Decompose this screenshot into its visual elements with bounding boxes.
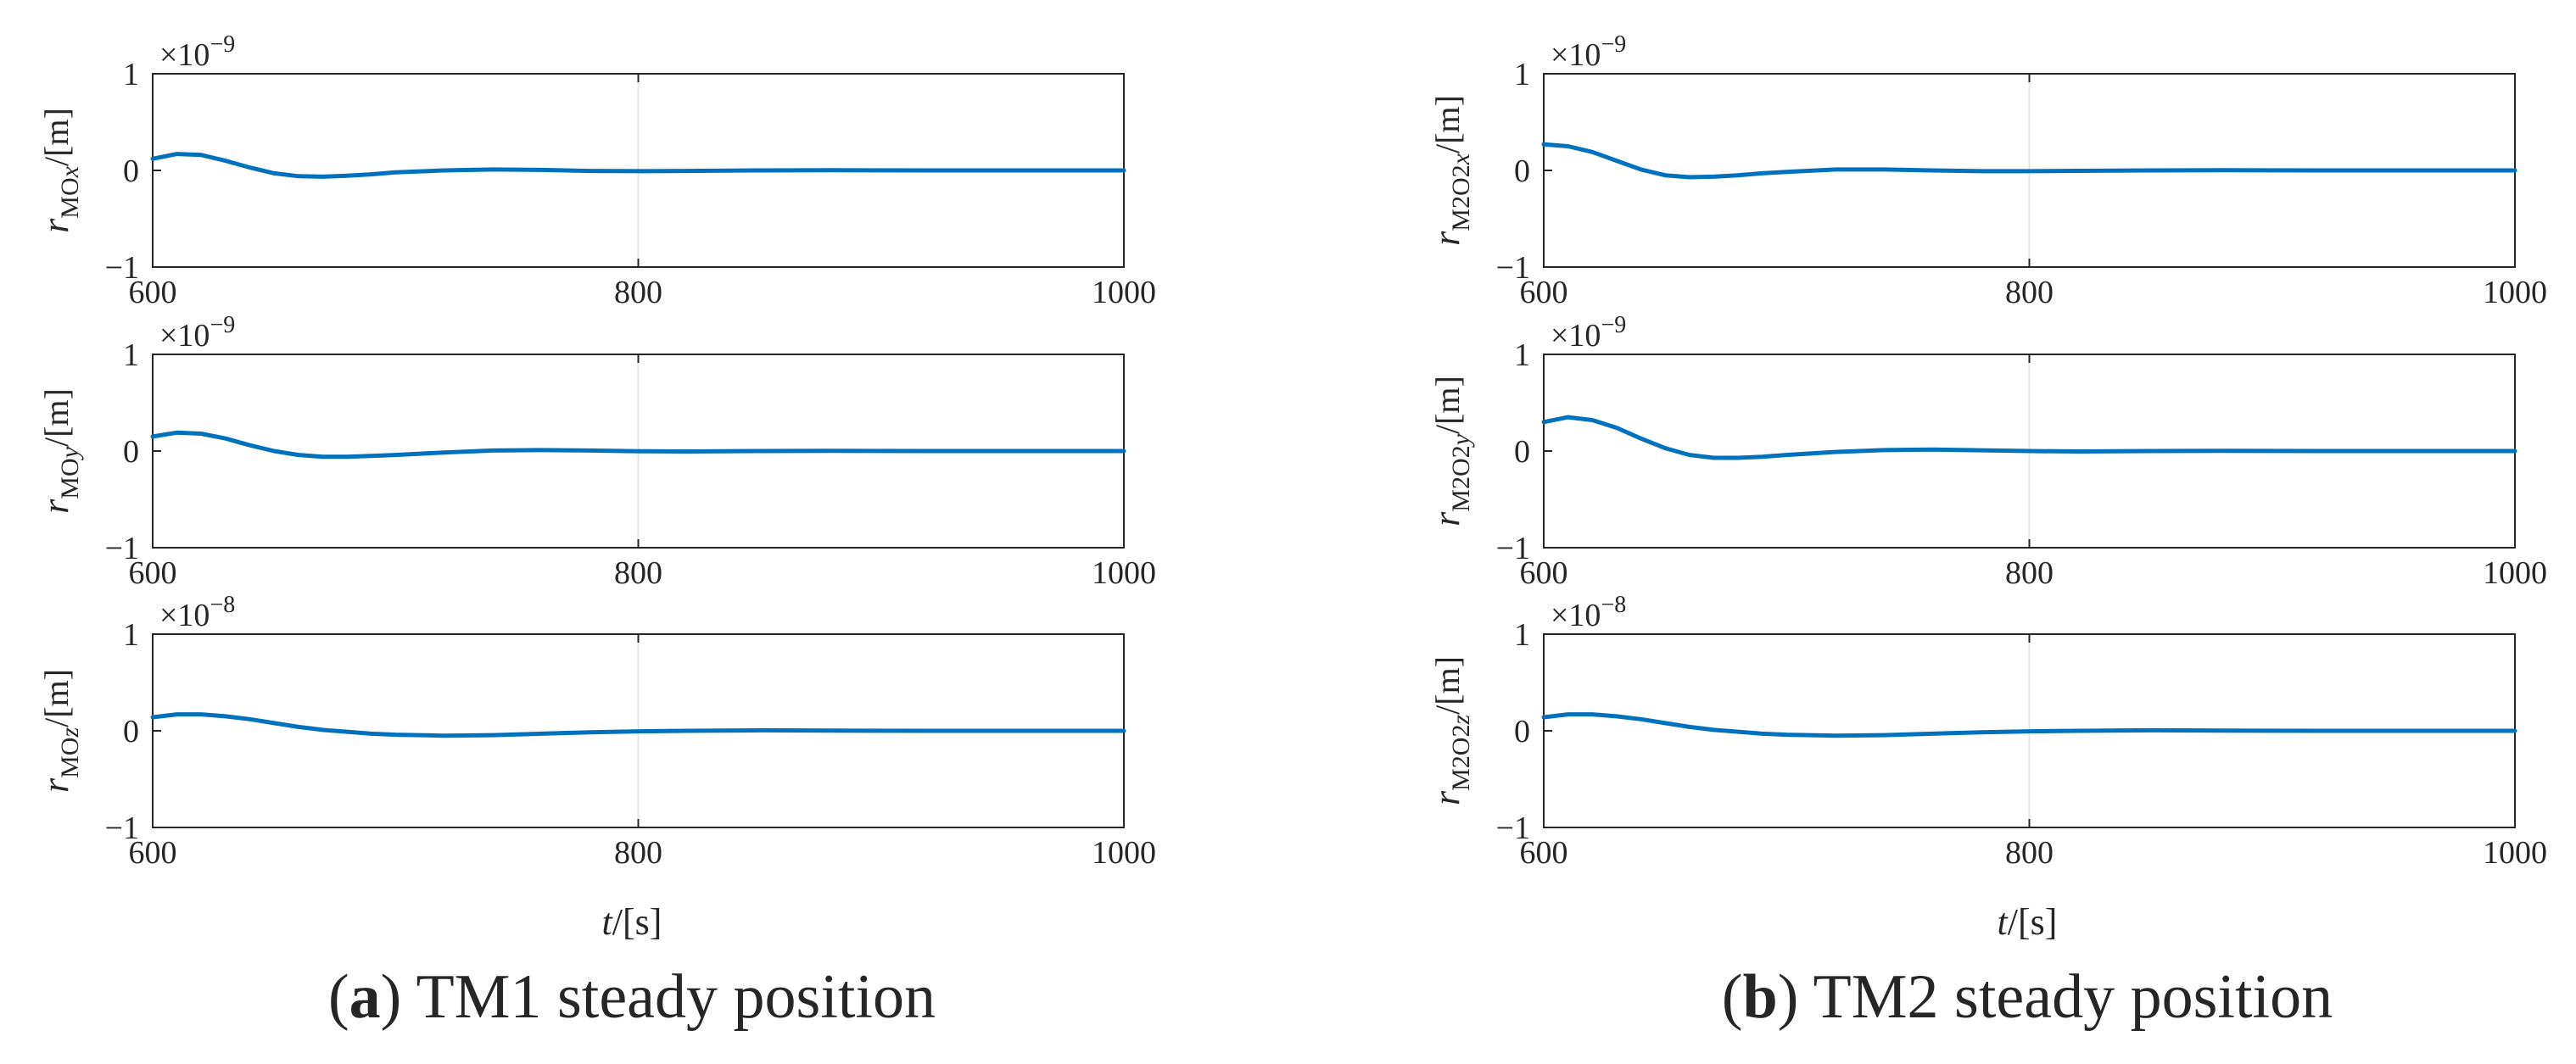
exponent-label-b2: ×10−9: [1551, 312, 1626, 354]
y-tick-label-a1-1: 0: [123, 153, 139, 189]
y-tick-label-a3-0: −1: [105, 811, 139, 846]
y-axis-label-b3: rM2O2z/[m]: [1426, 656, 1475, 805]
plot-b1: 600 800 1000 −1 0 1 ×10−9 rM2O2x/[m]: [1426, 31, 2547, 310]
y-axis-label-a2: rMOy/[m]: [35, 388, 84, 514]
x-tick-label-b1-0: 600: [1520, 275, 1568, 310]
y-tick-label-a3-1: 0: [123, 714, 139, 749]
x-axis-label-b: t/[s]: [1998, 901, 2058, 943]
exponent-label-b3: ×10−8: [1551, 592, 1626, 633]
x-tick-label-b1-1: 800: [2005, 275, 2054, 310]
plot-b2: 600 800 1000 −1 0 1 ×10−9 rM2O2y/[m]: [1426, 312, 2547, 591]
y-tick-label-b1-1: 0: [1514, 153, 1530, 189]
caption-a: (a) TM1 steady position: [328, 962, 936, 1032]
series-line-b3: [1541, 712, 2517, 738]
x-tick-label-a1-1: 800: [614, 275, 662, 310]
y-axis-label-b1: rM2O2x/[m]: [1426, 95, 1475, 246]
y-tick-label-a1-2: 1: [123, 57, 139, 92]
plot-a1: 600 800 1000 −1 0 1 ×10−9 rMOx/[m]: [35, 31, 1156, 310]
series-line-a3: [150, 712, 1126, 738]
y-tick-label-a3-2: 1: [123, 617, 139, 653]
x-tick-label-a3-1: 800: [614, 835, 662, 871]
y-axis-label-a1: rMOx/[m]: [35, 108, 84, 233]
x-tick-label-a1-2: 1000: [1092, 275, 1156, 310]
x-tick-label-a2-2: 1000: [1092, 555, 1156, 591]
series-line-a2: [150, 430, 1126, 460]
x-tick-label-b3-0: 600: [1520, 835, 1568, 871]
y-tick-label-b2-2: 1: [1514, 337, 1530, 373]
series-line-a1: [150, 152, 1126, 179]
y-tick-label-a2-1: 0: [123, 434, 139, 470]
exponent-label-b1: ×10−9: [1551, 31, 1626, 73]
y-tick-label-b3-1: 0: [1514, 714, 1530, 749]
x-tick-label-b2-0: 600: [1520, 555, 1568, 591]
plot-b3: 600 800 1000 −1 0 1 ×10−8 rM2O2z/[m]: [1426, 592, 2547, 871]
y-tick-label-a2-2: 1: [123, 337, 139, 373]
x-tick-label-a2-1: 800: [614, 555, 662, 591]
x-tick-label-b3-1: 800: [2005, 835, 2054, 871]
y-axis-label-a3: rMOz/[m]: [35, 669, 84, 793]
y-axis-label-b2: rM2O2y/[m]: [1426, 376, 1475, 526]
x-axis-label-a: t/[s]: [602, 901, 662, 943]
x-tick-label-b3-2: 1000: [2483, 835, 2547, 871]
exponent-label-a3: ×10−8: [159, 592, 235, 633]
x-tick-label-b2-1: 800: [2005, 555, 2054, 591]
y-tick-label-b2-1: 0: [1514, 434, 1530, 470]
y-tick-label-b2-0: −1: [1496, 531, 1530, 566]
y-tick-label-a1-0: −1: [105, 250, 139, 286]
y-tick-label-b1-2: 1: [1514, 57, 1530, 92]
series-line-b2: [1541, 415, 2517, 460]
y-tick-label-b1-0: −1: [1496, 250, 1530, 286]
x-tick-label-b1-2: 1000: [2483, 275, 2547, 310]
x-tick-label-a3-0: 600: [129, 835, 177, 871]
y-tick-label-b3-0: −1: [1496, 811, 1530, 846]
caption-b: (b) TM2 steady position: [1722, 962, 2333, 1032]
exponent-label-a2: ×10−9: [159, 312, 235, 354]
y-tick-label-a2-0: −1: [105, 531, 139, 566]
series-line-b1: [1541, 142, 2517, 180]
plot-a3: 600 800 1000 −1 0 1 ×10−8 rMOz/[m]: [35, 592, 1156, 871]
x-tick-label-b2-2: 1000: [2483, 555, 2547, 591]
x-tick-label-a3-2: 1000: [1092, 835, 1156, 871]
plot-a2: 600 800 1000 −1 0 1 ×10−9 rMOy/[m]: [35, 312, 1156, 591]
x-tick-label-a1-0: 600: [129, 275, 177, 310]
exponent-label-a1: ×10−9: [159, 31, 235, 73]
x-tick-label-a2-0: 600: [129, 555, 177, 591]
y-tick-label-b3-2: 1: [1514, 617, 1530, 653]
